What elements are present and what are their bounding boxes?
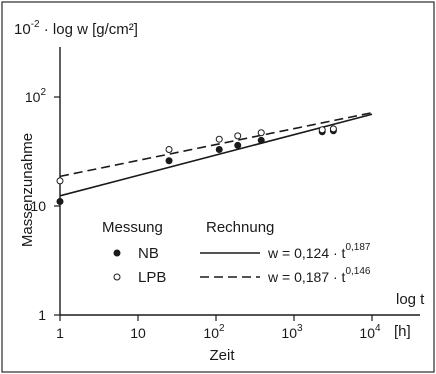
point-lpb-6 <box>329 125 337 133</box>
point-nb-2 <box>215 145 223 153</box>
legend-eq-lpb-exp: 0,146 <box>345 266 370 277</box>
x-tick-label-3-exp: 3 <box>297 323 303 334</box>
y-label-side: Massenzunahme <box>19 133 36 247</box>
legend-marker-lpb <box>113 273 121 281</box>
point-lpb-2 <box>215 135 223 143</box>
y-label-base: 10 <box>14 21 31 38</box>
x-tick-label-3-base: 10 <box>281 325 297 341</box>
fit-line-lpb <box>59 111 373 178</box>
fit-lines-layer <box>59 111 373 197</box>
y-tick-label-2-exp: 2 <box>40 87 46 98</box>
legend-marker-nb <box>113 249 121 257</box>
y-tick-label-1: 10 <box>30 198 46 214</box>
x-tick-label-0: 1 <box>56 325 64 341</box>
legend-eq-nb-exp: 0,187 <box>345 242 370 253</box>
point-lpb-1 <box>165 145 173 153</box>
y-tick-label-0: 1 <box>38 307 46 323</box>
legend-eq-nb: w = 0,124 · t0,187 <box>267 242 371 261</box>
y-label-top: 10-2 · log w [g/cm²] <box>14 19 138 38</box>
x-tick-label-4-base: 10 <box>359 325 375 341</box>
x-tick-label-3: 103 <box>281 323 303 341</box>
point-lpb-5 <box>318 126 326 134</box>
x-tick-label-2-base: 10 <box>203 325 219 341</box>
data-points-layer <box>56 125 337 205</box>
point-nb-4 <box>257 136 265 144</box>
legend: Messung Rechnung NB w = 0,124 · t0,187 LPB w … <box>102 219 371 286</box>
legend-eq-nb-body: w = 0,124 · t <box>267 245 346 261</box>
point-nb-0 <box>56 197 64 205</box>
legend-header-calc: Rechnung <box>206 219 274 236</box>
x-unit-label: [h] <box>394 323 411 340</box>
x-tick-label-1-base: 10 <box>130 325 146 341</box>
y-tick-label-1-base: 10 <box>30 198 46 214</box>
point-lpb-0 <box>56 177 64 185</box>
point-lpb-4 <box>257 129 265 137</box>
y-label-rest: · log w [g/cm²] <box>40 21 138 38</box>
legend-name-nb: NB <box>138 245 159 262</box>
x-label: Zeit <box>209 347 235 364</box>
point-lpb-3 <box>234 132 242 140</box>
legend-eq-lpb-body: w = 0,187 · t <box>267 269 346 285</box>
y-tick-label-2: 102 <box>25 87 47 105</box>
point-nb-1 <box>165 157 173 165</box>
x-tick-label-2-exp: 2 <box>219 323 225 334</box>
point-nb-3 <box>234 141 242 149</box>
y-tick-label-2-base: 10 <box>25 89 41 105</box>
x-tick-label-4-exp: 4 <box>375 323 381 334</box>
fit-line-nb <box>59 113 373 197</box>
y-tick-label-0-base: 1 <box>38 307 46 323</box>
x-tick-label-2: 102 <box>203 323 225 341</box>
x-tick-label-4: 104 <box>359 323 381 341</box>
legend-header-measure: Messung <box>102 219 163 236</box>
x-tick-label-0-base: 1 <box>56 325 64 341</box>
legend-name-lpb: LPB <box>138 269 166 286</box>
x-axis-log-label: log t <box>396 291 425 308</box>
legend-eq-lpb: w = 0,187 · t0,146 <box>267 266 371 285</box>
y-label-exp: -2 <box>31 19 40 30</box>
x-tick-label-1: 10 <box>130 325 146 341</box>
